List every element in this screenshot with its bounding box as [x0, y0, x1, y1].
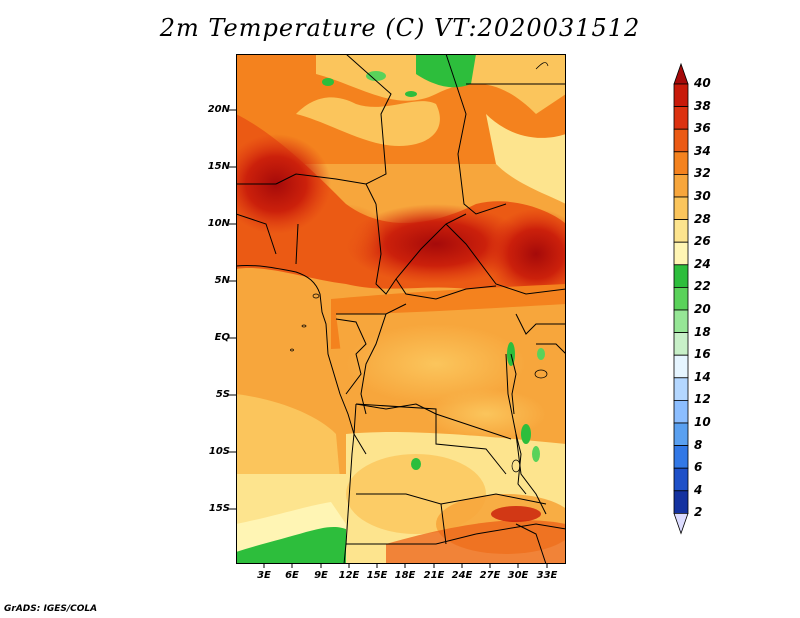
colorbar-tick-label: 34: [694, 143, 711, 158]
colorbar-tick-label: 6: [694, 460, 703, 475]
lon-label: 18E: [394, 570, 416, 581]
colorbar-segment: [673, 467, 689, 492]
colorbar-segment: [673, 354, 689, 379]
colorbar-segment: [673, 241, 689, 266]
colorbar-tick-label: 18: [694, 324, 711, 339]
colorbar-tick-label: 14: [694, 369, 711, 384]
lat-label: 5S: [215, 389, 230, 400]
colorbar-segment: [673, 83, 689, 108]
colorbar-tick-label: 22: [694, 279, 711, 294]
colorbar-tick-label: 16: [694, 347, 711, 362]
colorbar-segment: [673, 106, 689, 130]
colorbar-tick-label: 12: [694, 392, 711, 407]
lat-label: 10S: [208, 446, 230, 457]
lat-label: 20N: [207, 104, 230, 115]
colorbar-tick-label: 40: [694, 76, 711, 90]
lon-label: 21E: [423, 570, 445, 581]
colorbar-segment: [673, 490, 689, 514]
colorbar-tick-label: 20: [694, 302, 711, 316]
colorbar-tick-label: 2: [694, 505, 703, 520]
colorbar-segment: [673, 174, 689, 198]
lat-label: EQ: [214, 332, 230, 343]
colorbar-segment: [673, 264, 689, 288]
colorbar-min-arrow: [673, 513, 689, 535]
lat-label: 5N: [214, 275, 230, 286]
colorbar-tick-label: 30: [694, 189, 711, 203]
colorbar: [673, 62, 689, 535]
colorbar-tick-label: 38: [694, 98, 711, 113]
colorbar-segment: [673, 128, 689, 153]
colorbar-tick-label: 32: [694, 166, 711, 181]
colorbar-segment: [673, 309, 689, 334]
colorbar-tick-label: 26: [694, 234, 711, 249]
lon-label: 15E: [366, 570, 388, 581]
lon-label: 30E: [507, 570, 529, 581]
lon-label: 33E: [536, 570, 558, 581]
colorbar-segment: [673, 399, 689, 424]
lat-ticks: [229, 109, 236, 510]
colorbar-tick-label: 24: [694, 256, 711, 271]
lat-label: 15N: [207, 161, 230, 172]
lon-label: 27E: [479, 570, 501, 581]
colorbar-tick-label: 36: [694, 121, 711, 136]
colorbar-segment: [673, 286, 689, 311]
colorbar-segment: [673, 151, 689, 175]
lon-label: 6E: [285, 570, 299, 581]
colorbar-max-arrow: [673, 62, 689, 85]
colorbar-tick-label: 4: [694, 482, 703, 497]
colorbar-segment: [673, 445, 689, 469]
lon-label: 3E: [257, 570, 271, 581]
lat-label: 10N: [207, 218, 230, 229]
colorbar-tick-label: 10: [694, 415, 711, 429]
lat-label: 15S: [208, 503, 230, 514]
map-title: 2m Temperature (C) VT:2020031512: [159, 14, 641, 42]
colorbar-segment: [673, 422, 689, 447]
colorbar-segment: [673, 219, 689, 243]
credit-label: GrADS: IGES/COLA: [4, 604, 98, 614]
colorbar-segment: [673, 377, 689, 401]
temperature-map: [236, 54, 566, 564]
lon-ticks: [263, 563, 548, 568]
colorbar-tick-label: 8: [694, 437, 703, 452]
lon-label: 12E: [338, 570, 360, 581]
lon-label: 9E: [314, 570, 328, 581]
colorbar-segment: [673, 332, 689, 356]
lon-label: 24E: [451, 570, 473, 581]
colorbar-segment: [673, 196, 689, 221]
colorbar-tick-label: 28: [694, 211, 711, 226]
